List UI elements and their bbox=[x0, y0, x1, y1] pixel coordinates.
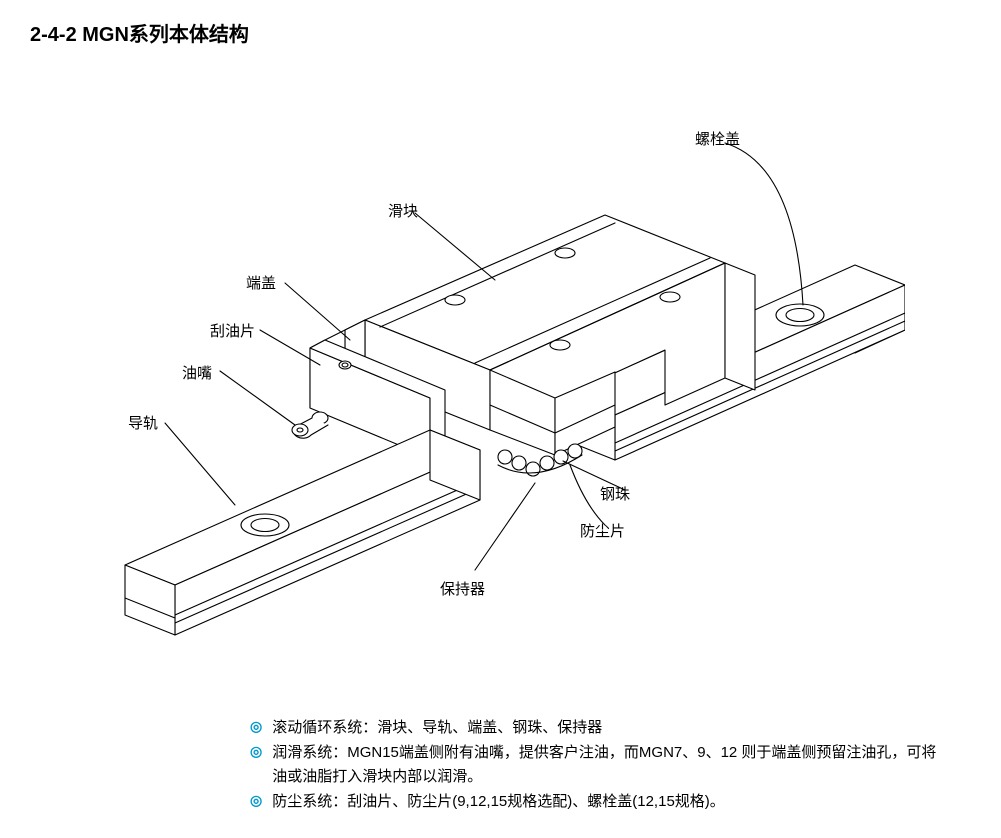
bullet-text: 滚动循环系统：滑块、导轨、端盖、钢珠、保持器 bbox=[272, 716, 950, 739]
bullet-icon: ◎ bbox=[250, 741, 262, 763]
list-item: ◎ 滚动循环系统：滑块、导轨、端盖、钢珠、保持器 bbox=[250, 716, 950, 739]
bullet-icon: ◎ bbox=[250, 716, 262, 738]
mgn-structure-svg bbox=[95, 105, 905, 690]
section-title: 2-4-2 MGN系列本体结构 bbox=[30, 18, 249, 47]
description-list: ◎ 滚动循环系统：滑块、导轨、端盖、钢珠、保持器 ◎ 润滑系统：MGN15端盖侧… bbox=[250, 716, 950, 815]
label-bolt-cap: 螺栓盖 bbox=[695, 128, 740, 149]
list-item: ◎ 润滑系统：MGN15端盖侧附有油嘴，提供客户注油，而MGN7、9、12 则于… bbox=[250, 741, 950, 788]
label-scraper: 刮油片 bbox=[210, 320, 255, 341]
label-end-cap: 端盖 bbox=[246, 272, 276, 293]
label-nipple: 油嘴 bbox=[182, 362, 212, 383]
label-retainer: 保持器 bbox=[440, 578, 485, 599]
mgn-structure-diagram bbox=[95, 105, 905, 690]
label-dust: 防尘片 bbox=[580, 520, 625, 541]
label-rail: 导轨 bbox=[128, 412, 158, 433]
label-ball: 钢珠 bbox=[600, 483, 630, 504]
label-block: 滑块 bbox=[388, 200, 418, 221]
bullet-text: 润滑系统：MGN15端盖侧附有油嘴，提供客户注油，而MGN7、9、12 则于端盖… bbox=[272, 741, 950, 788]
bullet-icon: ◎ bbox=[250, 790, 262, 812]
bullet-text: 防尘系统：刮油片、防尘片(9,12,15规格选配)、螺栓盖(12,15规格)。 bbox=[272, 790, 950, 813]
list-item: ◎ 防尘系统：刮油片、防尘片(9,12,15规格选配)、螺栓盖(12,15规格)… bbox=[250, 790, 950, 813]
